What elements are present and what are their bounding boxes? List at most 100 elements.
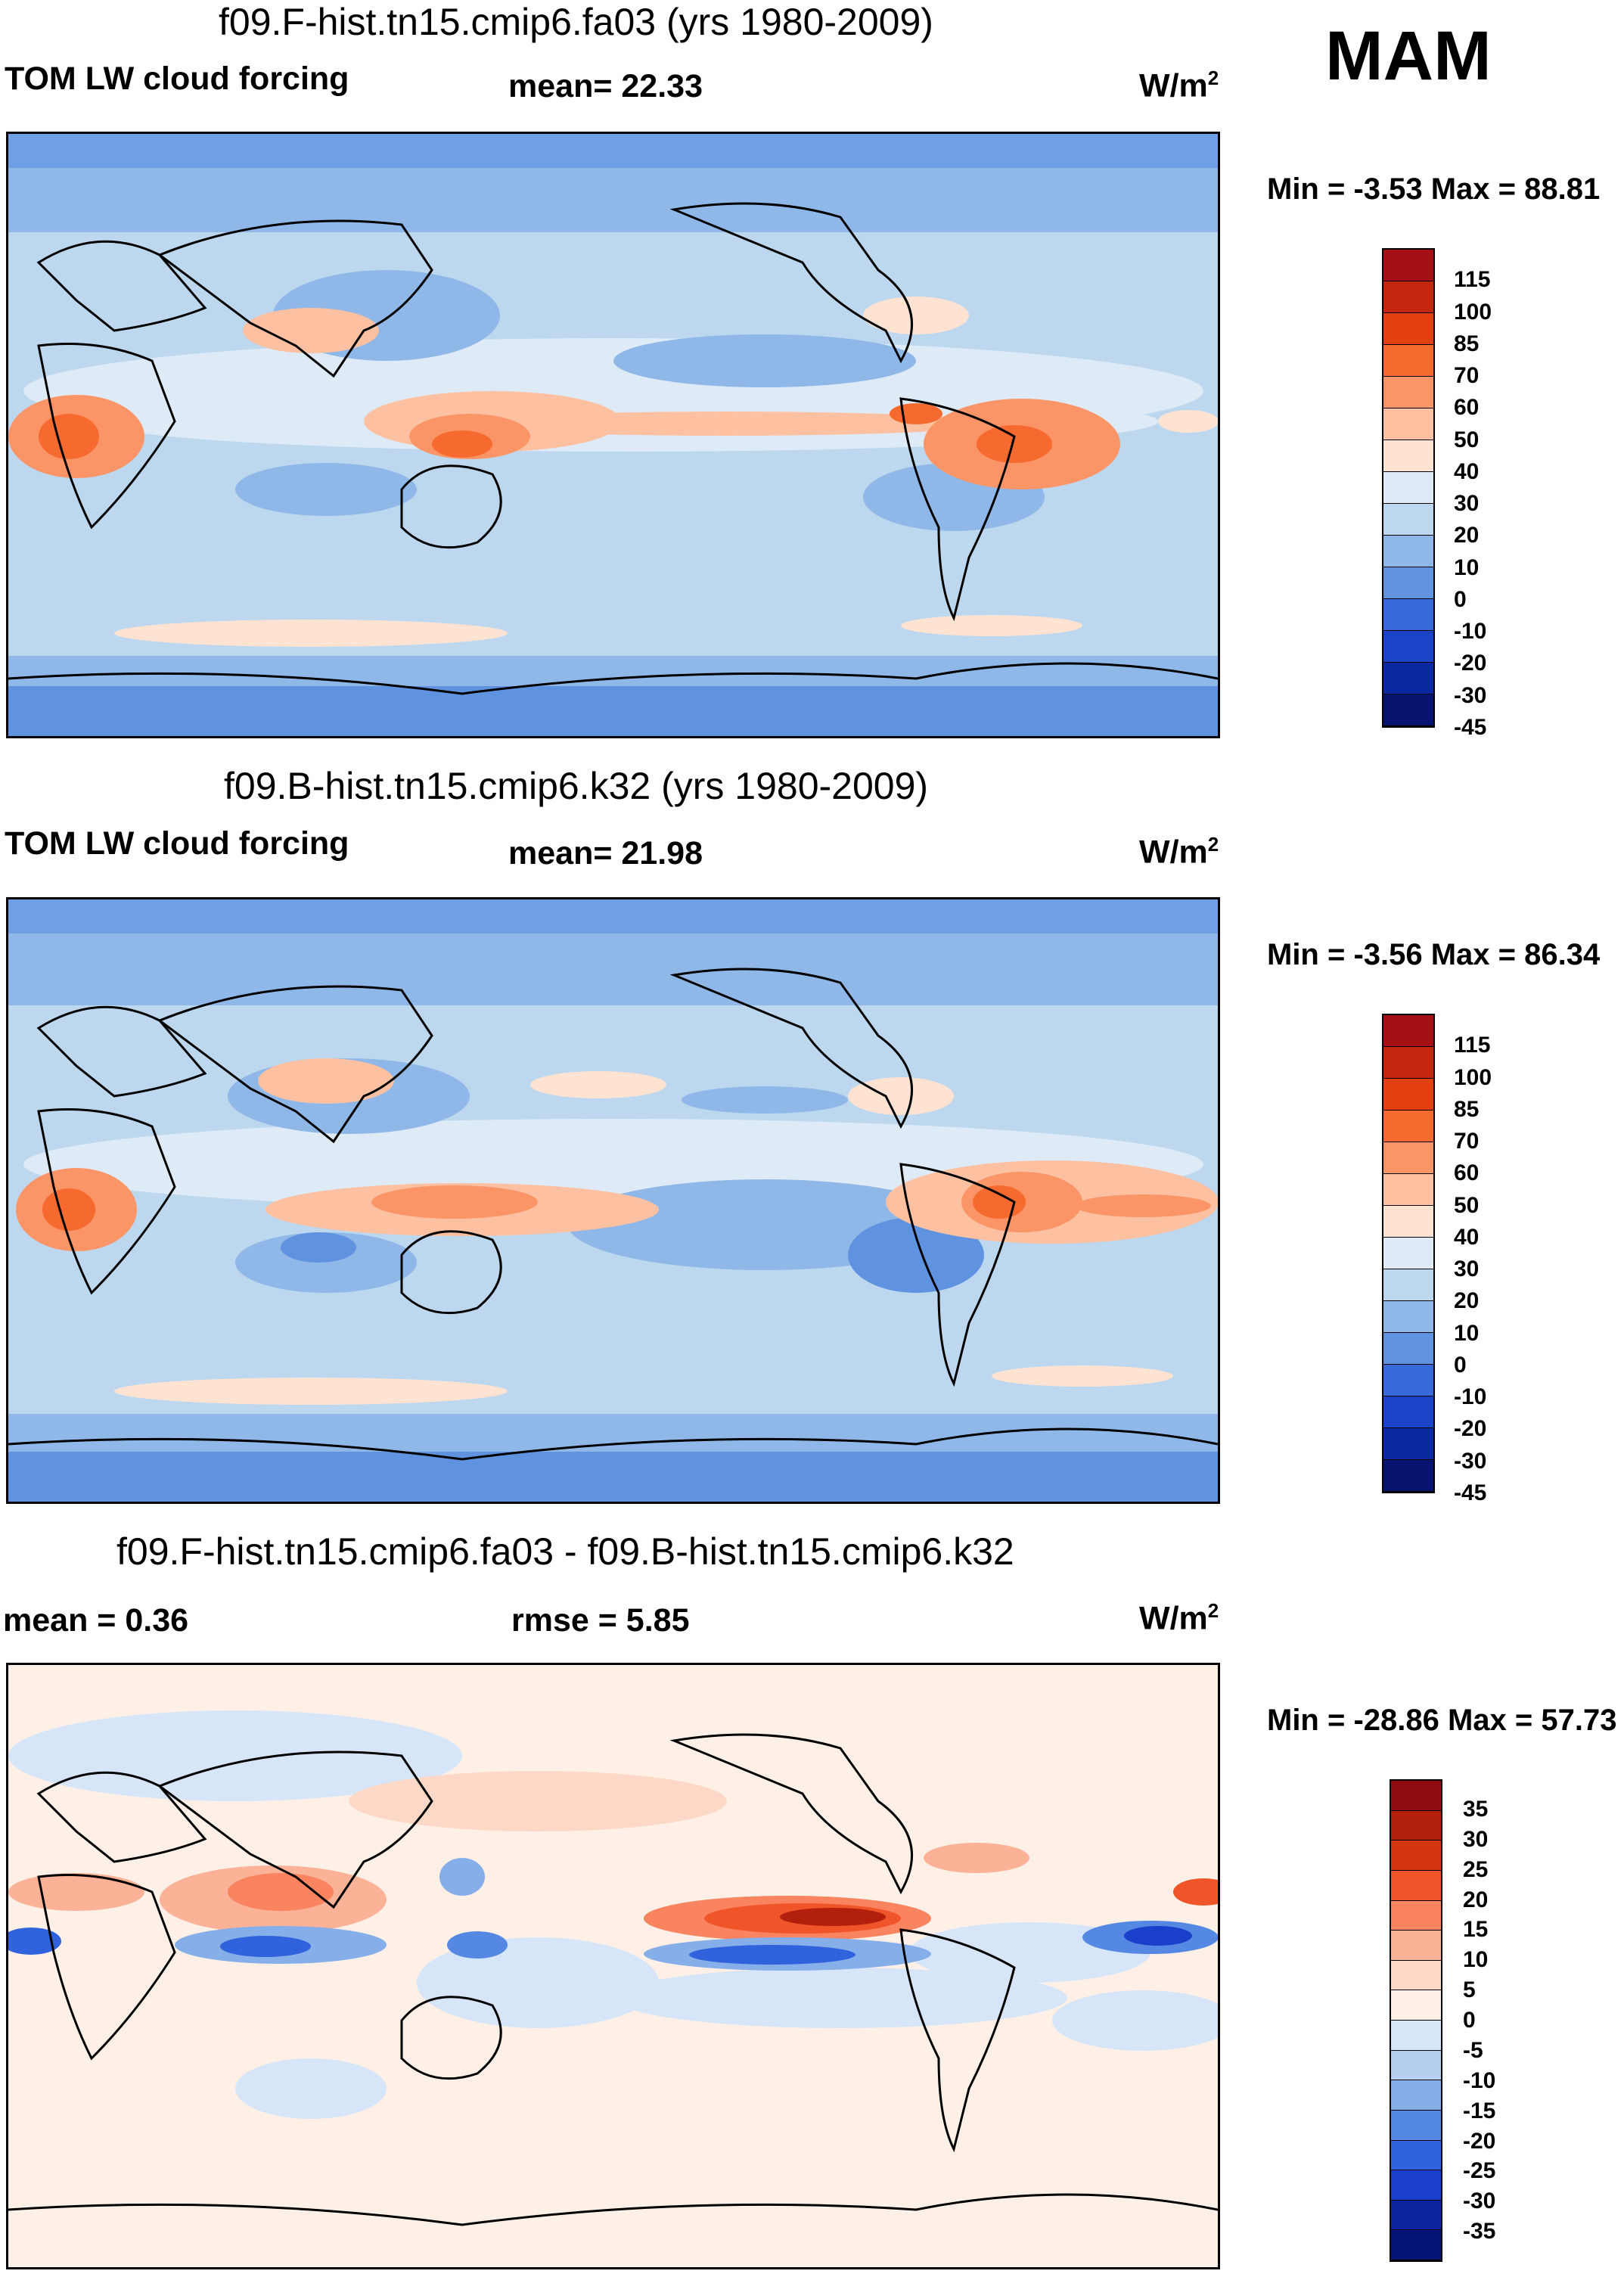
colorbar-tick-label: 100	[1454, 1064, 1492, 1090]
colorbar-tick-label: 30	[1463, 1826, 1489, 1852]
colorbar-tick-label: 10	[1454, 1320, 1480, 1346]
panel1-colorbar	[1382, 248, 1435, 728]
colorbar-segment	[1383, 694, 1433, 726]
colorbar-tick-label: 30	[1454, 1257, 1480, 1282]
colorbar-tick-label: 40	[1454, 1224, 1480, 1250]
colorbar-tick-label: 40	[1454, 458, 1480, 484]
colorbar-segment	[1383, 377, 1433, 408]
colorbar-tick-label: 115	[1454, 267, 1491, 293]
panel3-units: W/m2	[1139, 1599, 1219, 1637]
colorbar-tick-label: 85	[1454, 1096, 1480, 1122]
season-label: MAM	[1325, 17, 1492, 95]
colorbar-segment	[1391, 1841, 1441, 1871]
colorbar-tick-label: -45	[1454, 1480, 1487, 1505]
colorbar-segment	[1383, 250, 1433, 281]
panel1-variable-label: TOM LW cloud forcing	[5, 61, 349, 97]
colorbar-segment	[1391, 2050, 1441, 2081]
colorbar-tick-label: 50	[1454, 427, 1480, 452]
panel2-colorbar	[1382, 1014, 1435, 1493]
colorbar-tick-label: -30	[1463, 2188, 1496, 2214]
colorbar-tick-label: 35	[1463, 1796, 1489, 1822]
colorbar-tick-label: 60	[1454, 395, 1480, 421]
colorbar-segment	[1391, 2021, 1441, 2051]
colorbar-tick-label: 70	[1454, 1129, 1480, 1154]
panel3-title: f09.F-hist.tn15.cmip6.fa03 - f09.B-hist.…	[116, 1530, 1014, 1573]
colorbar-tick-label: 10	[1454, 554, 1480, 580]
panel2-colorbar-labels: 115 100 85 70 60 50 40 30 20 10 0 -10 -20 -30 -45	[1454, 1014, 1545, 1505]
colorbar-tick-label: 115	[1454, 1033, 1491, 1058]
panel1-title: f09.F-hist.tn15.cmip6.fa03 (yrs 1980-200…	[219, 1, 933, 43]
colorbar-tick-label: -15	[1463, 2098, 1496, 2123]
colorbar-segment	[1391, 1990, 1441, 2021]
colorbar-tick-label: 0	[1463, 2008, 1476, 2033]
colorbar-segment	[1383, 567, 1433, 599]
colorbar-tick-label: -20	[1454, 1416, 1487, 1442]
panel1-map	[6, 132, 1220, 738]
colorbar-segment	[1391, 1870, 1441, 1901]
colorbar-tick-label: 60	[1454, 1160, 1480, 1186]
panel2-map	[6, 897, 1220, 1504]
colorbar-tick-label: 20	[1454, 523, 1480, 548]
colorbar-segment	[1391, 1810, 1441, 1841]
colorbar-segment	[1383, 408, 1433, 440]
colorbar-tick-label: -25	[1463, 2158, 1496, 2184]
panel1-colorbar-labels: 115 100 85 70 60 50 40 30 20 10 0 -10 -20 -30 -45	[1454, 248, 1545, 739]
colorbar-segment	[1383, 440, 1433, 472]
colorbar-segment	[1391, 1900, 1441, 1931]
panel3-colorbar	[1390, 1779, 1442, 2262]
colorbar-segment	[1391, 2080, 1441, 2111]
colorbar-tick-label: -10	[1454, 619, 1487, 645]
colorbar-segment	[1383, 1269, 1433, 1301]
colorbar-segment	[1383, 1238, 1433, 1269]
colorbar-tick-label: -45	[1454, 715, 1487, 740]
colorbar-segment	[1391, 2230, 1441, 2260]
colorbar-tick-label: 85	[1454, 331, 1480, 356]
colorbar-tick-label: -35	[1463, 2219, 1496, 2244]
colorbar-tick-label: 100	[1454, 299, 1492, 325]
colorbar-segment	[1383, 1142, 1433, 1174]
colorbar-segment	[1391, 2110, 1441, 2141]
colorbar-tick-label: -30	[1454, 682, 1487, 708]
colorbar-segment	[1383, 1111, 1433, 1142]
colorbar-segment	[1383, 1396, 1433, 1428]
colorbar-tick-label: -20	[1454, 651, 1487, 676]
colorbar-tick-label: 25	[1463, 1856, 1489, 1882]
panel2-mean: mean= 21.98	[508, 835, 703, 871]
colorbar-segment	[1383, 663, 1433, 694]
colorbar-segment	[1391, 1960, 1441, 1991]
colorbar-segment	[1383, 281, 1433, 313]
colorbar-tick-label: 15	[1463, 1917, 1489, 1943]
panel2-variable-label: TOM LW cloud forcing	[5, 825, 349, 862]
colorbar-tick-label: -30	[1454, 1448, 1487, 1474]
colorbar-tick-label: 0	[1454, 1352, 1467, 1378]
colorbar-tick-label: -10	[1454, 1384, 1487, 1410]
colorbar-tick-label: 20	[1454, 1288, 1480, 1314]
colorbar-tick-label: -20	[1463, 2128, 1496, 2154]
colorbar-segment	[1383, 1460, 1433, 1492]
colorbar-tick-label: 20	[1463, 1887, 1489, 1912]
panel3-rmse: rmse = 5.85	[511, 1602, 690, 1639]
colorbar-segment	[1391, 2140, 1441, 2171]
colorbar-segment	[1391, 1781, 1441, 1811]
colorbar-tick-label: 50	[1454, 1192, 1480, 1218]
colorbar-segment	[1383, 1174, 1433, 1206]
panel3-colorbar-labels: 35 30 25 20 15 10 5 0 -5 -10 -15 -20 -25 -30 -35	[1463, 1779, 1554, 2262]
colorbar-tick-label: 30	[1454, 491, 1480, 517]
colorbar-segment	[1391, 2170, 1441, 2201]
colorbar-segment	[1383, 345, 1433, 377]
colorbar-tick-label: 5	[1463, 1977, 1476, 2003]
colorbar-segment	[1383, 1047, 1433, 1079]
colorbar-segment	[1383, 1015, 1433, 1047]
colorbar-segment	[1383, 313, 1433, 345]
colorbar-tick-label: 0	[1454, 586, 1467, 612]
colorbar-segment	[1391, 1931, 1441, 1961]
colorbar-segment	[1383, 1206, 1433, 1238]
colorbar-segment	[1383, 1079, 1433, 1111]
colorbar-segment	[1383, 1301, 1433, 1333]
panel2-minmax: Min = -3.56 Max = 86.34	[1267, 938, 1601, 971]
colorbar-segment	[1391, 2200, 1441, 2231]
panel1-minmax: Min = -3.53 Max = 88.81	[1267, 172, 1601, 206]
panel3-mean: mean = 0.36	[3, 1602, 189, 1639]
colorbar-segment	[1383, 504, 1433, 536]
colorbar-segment	[1383, 599, 1433, 631]
